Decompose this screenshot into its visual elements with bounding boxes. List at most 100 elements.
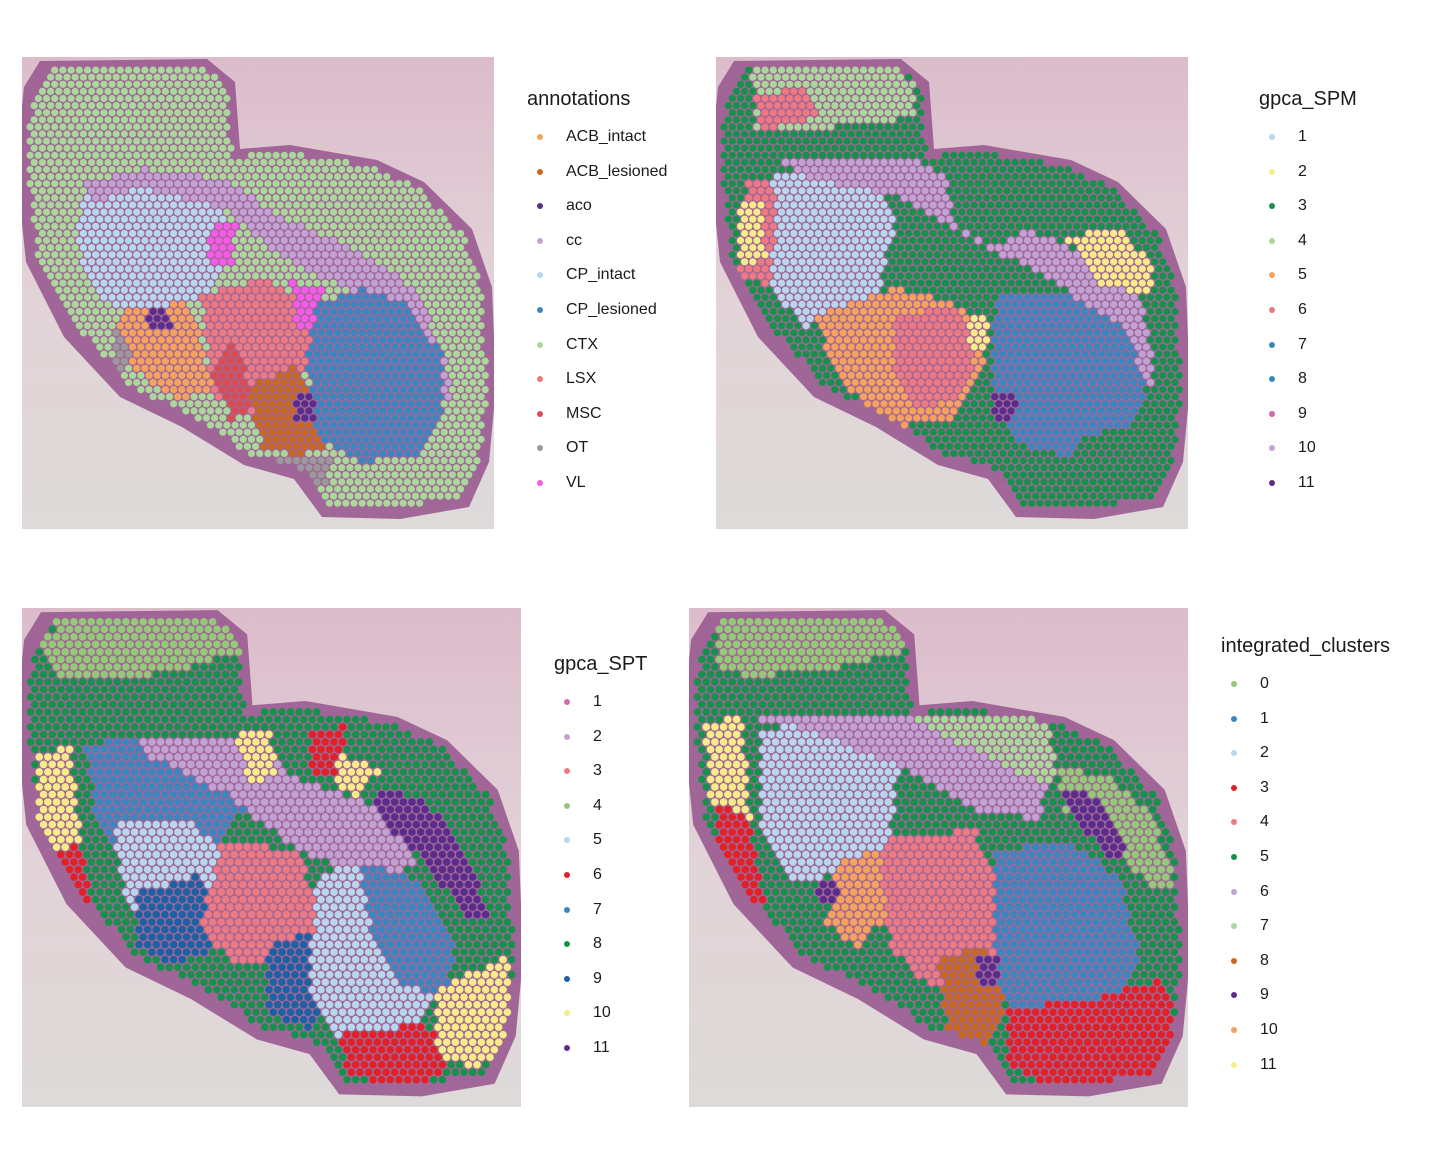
spot (383, 442, 391, 450)
spot (75, 251, 83, 259)
spot (133, 180, 141, 188)
spot (370, 407, 379, 415)
spot (823, 116, 831, 124)
spot (129, 286, 137, 294)
spot (268, 201, 276, 209)
spot (1097, 222, 1105, 230)
spot (403, 407, 411, 415)
spot (169, 640, 178, 649)
spot (247, 265, 256, 273)
spot (83, 625, 91, 634)
spot (288, 194, 297, 202)
spot (153, 315, 161, 323)
spot (1040, 279, 1048, 287)
spot (917, 336, 925, 344)
spot (227, 201, 235, 209)
spot (921, 386, 929, 394)
spot (1126, 371, 1134, 379)
spot (243, 244, 251, 252)
spot (1118, 244, 1126, 252)
spot (194, 343, 202, 351)
spot (950, 407, 958, 415)
spot (338, 293, 346, 301)
spot (855, 130, 863, 138)
spot (1056, 293, 1064, 301)
spot (970, 457, 978, 465)
spot (272, 378, 280, 387)
spot (1142, 343, 1150, 351)
spot (170, 286, 178, 294)
spot (753, 180, 761, 188)
spot (1048, 378, 1056, 387)
spot (334, 315, 342, 323)
spot (217, 663, 226, 671)
spot (219, 158, 227, 166)
spot (325, 343, 333, 351)
legend-label: 2 (1298, 162, 1307, 180)
spot (67, 80, 75, 88)
spot (1142, 485, 1150, 493)
spot (847, 87, 855, 95)
spot (978, 357, 986, 365)
spot (1015, 307, 1023, 316)
spot (929, 343, 937, 351)
spot (978, 286, 986, 294)
spot (247, 180, 256, 188)
spot (1048, 307, 1056, 316)
spot (387, 336, 395, 344)
spot (946, 158, 954, 166)
spot (170, 116, 178, 124)
spot (350, 201, 358, 209)
spot (338, 251, 346, 259)
spot (137, 144, 145, 152)
spot (835, 378, 843, 387)
spot (765, 173, 773, 181)
spot (929, 414, 937, 422)
spot (195, 655, 204, 664)
spot (227, 400, 235, 408)
spot (243, 414, 251, 422)
spot (387, 435, 395, 443)
spot (165, 648, 174, 656)
spot (786, 322, 794, 330)
spot (157, 123, 165, 131)
spot (1089, 421, 1097, 429)
spot (872, 130, 880, 138)
spot (190, 194, 198, 202)
spot (1126, 229, 1134, 237)
spot (835, 251, 843, 259)
spot (305, 180, 313, 188)
spot (1097, 449, 1105, 458)
spot (288, 236, 297, 245)
spot (399, 428, 407, 436)
spot (346, 492, 354, 500)
spot (1073, 435, 1081, 443)
spot (880, 329, 888, 337)
spot (461, 251, 469, 259)
spot (868, 378, 876, 387)
spot (329, 407, 338, 415)
spot (30, 144, 38, 152)
spot (905, 158, 913, 166)
spot (219, 329, 227, 337)
spot (749, 73, 757, 81)
spot (864, 144, 872, 152)
spot (411, 478, 420, 486)
spot (370, 492, 379, 500)
spot (391, 414, 399, 422)
spot (375, 357, 383, 365)
spot (929, 371, 937, 379)
spot (133, 279, 141, 287)
spot (1142, 442, 1150, 450)
spot (61, 618, 70, 626)
spot (855, 386, 863, 394)
spot (835, 109, 843, 117)
spot (420, 293, 428, 301)
spot (169, 670, 178, 679)
spot (1011, 428, 1019, 436)
spot (477, 293, 485, 301)
spot (786, 137, 794, 145)
spot (305, 208, 313, 216)
spot (309, 286, 317, 294)
spot (67, 236, 75, 245)
